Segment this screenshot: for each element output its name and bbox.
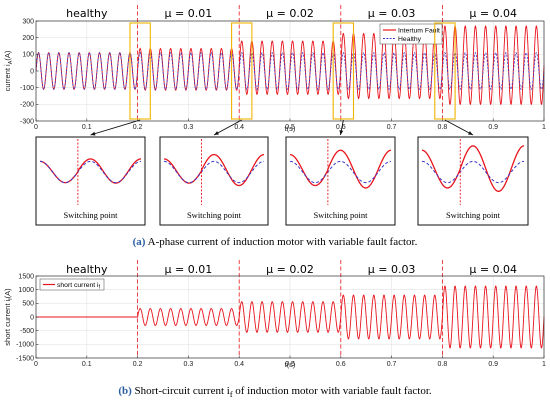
zoom-arrow	[444, 119, 474, 136]
caption-b-label: (b)	[118, 385, 132, 397]
y-tick-label: -1000	[16, 342, 34, 349]
zoom-group: Switching point Switching point Switching …	[35, 22, 529, 226]
switching-point-label: Switching point	[446, 210, 501, 220]
zoom-inset: Switching point	[285, 119, 396, 226]
x-tick-label: 0.2	[133, 361, 143, 368]
x-tick-label: 0.8	[438, 361, 448, 368]
x-tick-label: 0.1	[82, 361, 92, 368]
x-tick-label: 0.8	[438, 124, 448, 131]
x-tick-label: 0.7	[387, 124, 397, 131]
caption-b-sub: f	[229, 390, 233, 400]
inset-series-line	[39, 160, 142, 184]
segment-label: μ = 0.02	[266, 263, 314, 276]
x-tick-label: 1	[542, 361, 546, 368]
caption-a-text: A-phase current of induction motor with …	[147, 236, 418, 248]
inset-frame	[35, 136, 146, 226]
x-tick-label: 0.4	[234, 361, 244, 368]
arrow-head	[214, 131, 219, 135]
x-axis-label: t(s)	[285, 124, 296, 133]
caption-a: (a) A-phase current of induction motor w…	[0, 236, 550, 248]
segment-label: healthy	[66, 7, 108, 20]
x-axis-label: t(s)	[285, 360, 296, 369]
switching-point-label: Switching point	[313, 210, 368, 220]
y-tick-label: -200	[20, 102, 34, 109]
x-tick-label: 0.3	[184, 361, 194, 368]
x-tick-label: 0.2	[133, 124, 143, 131]
switching-point-label: Switching point	[63, 210, 118, 220]
y-axis-label: short current if(A)	[3, 288, 14, 346]
legend-box	[39, 278, 105, 291]
caption-a-label: (a)	[132, 236, 146, 248]
segment-label: healthy	[66, 263, 108, 276]
legend-label-short: short current if	[57, 282, 101, 291]
x-tick-label: 0.6	[336, 361, 346, 368]
x-tick-label: 0.5	[285, 361, 295, 368]
x-tick-label: 0.4	[234, 124, 244, 131]
segment-label: μ = 0.03	[368, 7, 416, 20]
legend-label-fault: Intertum Fault	[398, 27, 440, 34]
chart-a: healthy μ = 0.01 μ = 0.02 μ = 0.03 μ = 0.04 0…	[3, 5, 546, 133]
segment-label: μ = 0.02	[266, 7, 314, 20]
x-tick-label: 0	[34, 361, 38, 368]
segment-label: μ = 0.04	[469, 263, 517, 276]
segment-label: μ = 0.01	[165, 263, 213, 276]
y-tick-label: 0	[30, 314, 34, 321]
segment-label: μ = 0.03	[368, 263, 416, 276]
zoom-box	[129, 22, 151, 120]
chart-b: healthy μ = 0.01 μ = 0.02 μ = 0.03 μ = 0.04 0…	[3, 260, 546, 369]
caption-b: (b) Short-circuit current if of inductio…	[0, 385, 550, 399]
zoom-inset: Switching point	[159, 119, 269, 226]
series-line	[36, 285, 545, 349]
x-tick-label: 0.5	[285, 124, 295, 131]
caption-b-rest: of induction motor with variable fault f…	[232, 385, 432, 397]
x-tick-label: 1	[542, 124, 546, 131]
caption-b-text: Short-circuit current i	[134, 385, 230, 397]
zoom-inset: Switching point	[35, 119, 146, 226]
y-tick-label: -100	[20, 85, 34, 92]
x-tick-label: 0	[34, 124, 38, 131]
y-tick-label: 200	[22, 35, 34, 42]
zoom-box	[434, 22, 456, 120]
inset-series-line	[163, 160, 265, 184]
switching-point-label: Switching point	[187, 210, 242, 220]
x-tick-label: 0.6	[336, 124, 346, 131]
y-tick-label: 100	[22, 52, 34, 59]
inset-series-line	[289, 160, 392, 184]
inset-frame	[159, 136, 269, 226]
series-line	[35, 52, 545, 90]
x-tick-label: 0.1	[82, 124, 92, 131]
inset-frame	[417, 136, 529, 226]
y-tick-label: 0	[30, 68, 34, 75]
inset-series-line	[421, 145, 525, 192]
legend-box	[379, 23, 443, 45]
arrow-head	[468, 131, 473, 135]
y-tick-label: 300	[22, 18, 34, 25]
inset-series-line	[289, 149, 392, 189]
y-tick-label: 1000	[18, 287, 34, 294]
zoom-box	[231, 22, 253, 120]
zoom-box	[332, 22, 355, 120]
zoom-arrow	[90, 119, 141, 136]
segment-label: μ = 0.04	[469, 7, 517, 20]
x-tick-label: 0.9	[488, 361, 498, 368]
x-tick-label: 0.7	[387, 361, 397, 368]
x-tick-label: 0.3	[184, 124, 194, 131]
arrow-head	[90, 131, 96, 136]
segment-label: μ = 0.01	[165, 7, 213, 20]
y-tick-label: -300	[20, 118, 34, 125]
x-tick-label: 0.9	[488, 124, 498, 131]
y-tick-label: 1500	[18, 273, 34, 280]
arrow-head	[339, 130, 344, 135]
zoom-inset: Switching point	[417, 119, 529, 226]
y-tick-label: -500	[20, 328, 34, 335]
y-tick-label: -1500	[16, 355, 34, 362]
inset-frame	[285, 136, 396, 226]
y-axis-label: current iA(A)	[3, 50, 14, 91]
zoom-arrow	[213, 119, 242, 136]
y-tick-label: 500	[22, 301, 34, 308]
legend-label-healthy: Healthy	[398, 36, 422, 43]
